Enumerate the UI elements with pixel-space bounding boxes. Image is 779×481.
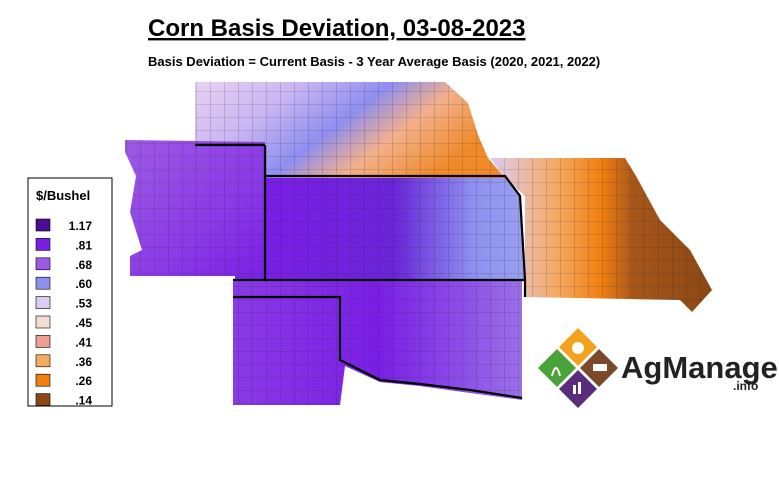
- legend-swatch: [35, 238, 51, 251]
- legend-swatch: [35, 218, 51, 232]
- legend-swatch: [35, 315, 51, 329]
- legend-swatch: [35, 257, 51, 271]
- legend-swatch: [35, 296, 51, 309]
- legend: $/Bushel 1.17 .81 .68 .60 .53 .45 .41 .36 .26 .14: [27, 177, 113, 408]
- legend-label: .53: [75, 297, 92, 311]
- legend-box: [27, 177, 113, 407]
- legend-swatch: [35, 276, 51, 290]
- legend-label: .36: [75, 355, 92, 369]
- map: [125, 82, 712, 405]
- logo-suffix: .info: [733, 379, 758, 393]
- legend-label: .68: [75, 258, 92, 272]
- legend-label: .26: [75, 374, 92, 388]
- legend-label: .45: [75, 316, 92, 330]
- legend-label: .81: [75, 238, 92, 252]
- legend-swatch: [35, 335, 51, 348]
- legend-swatch: [35, 354, 51, 368]
- legend-swatch: [35, 393, 51, 406]
- logo-name: AgManager: [621, 350, 779, 385]
- legend-label: 1.17: [69, 219, 93, 233]
- legend-label: .41: [75, 335, 92, 349]
- legend-label: .60: [75, 277, 92, 291]
- legend-title: $/Bushel: [36, 188, 90, 203]
- legend-swatch: [35, 373, 51, 387]
- map-subtitle: Basis Deviation = Current Basis - 3 Year…: [148, 54, 600, 69]
- legend-label: .14: [75, 394, 92, 408]
- logo: AgManager .info: [538, 328, 779, 408]
- map-title: Corn Basis Deviation, 03-08-2023: [148, 15, 526, 42]
